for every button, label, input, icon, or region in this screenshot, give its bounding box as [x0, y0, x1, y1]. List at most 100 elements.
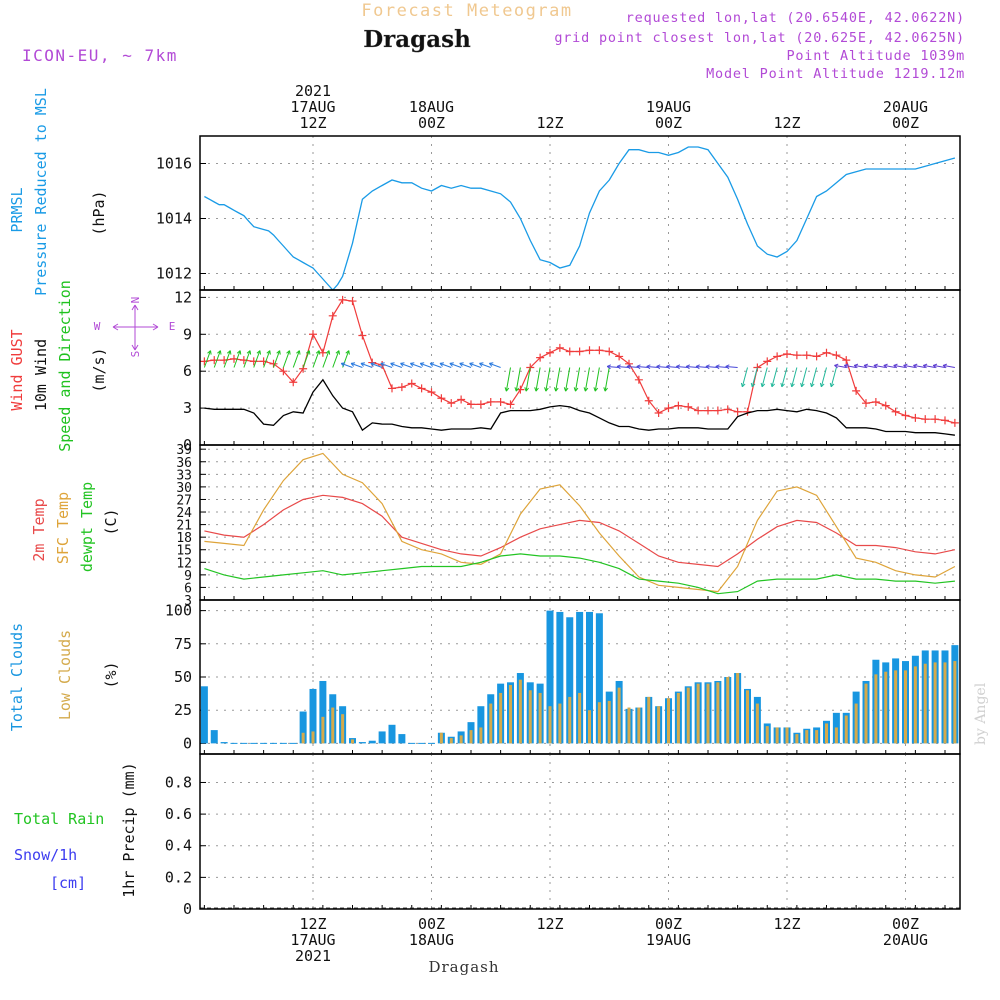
y-tick-label: 24 [176, 506, 192, 521]
bar-low-clouds [489, 703, 493, 744]
bar-total-clouds [309, 688, 317, 744]
bar-low-clouds [588, 710, 591, 744]
wind-arrow [223, 350, 231, 368]
wind-arrow [801, 367, 808, 387]
bar-low-clouds [459, 735, 463, 744]
bar-low-clouds [726, 677, 730, 744]
bar-low-clouds [439, 732, 443, 744]
wind-arrow [292, 350, 300, 368]
wind-arrow [459, 362, 472, 368]
bottom-axis-label: 17AUG [290, 931, 335, 949]
gust-marker [901, 411, 910, 420]
wind-arrow-head [439, 362, 445, 367]
gust-marker [763, 357, 772, 366]
bar-low-clouds [913, 666, 917, 744]
bar-low-clouds [943, 662, 947, 744]
bar-low-clouds [479, 727, 483, 744]
gust-marker [289, 378, 298, 387]
bar-low-clouds [341, 714, 345, 744]
wind-arrow-head [345, 350, 350, 355]
y-tick-label: 30 [176, 481, 192, 496]
wind-arrow [705, 365, 718, 368]
y-tick-label: 75 [174, 635, 192, 653]
compass-rose: N E S W [94, 297, 176, 358]
y-tick-label: 12 [174, 288, 192, 306]
wind-arrow [903, 364, 916, 368]
gust-marker [555, 343, 564, 352]
gust-marker [486, 397, 495, 406]
bar-total-clouds [200, 686, 208, 744]
bar-total-clouds [210, 730, 218, 744]
gust-marker [654, 409, 663, 418]
top-axis-label: 17AUG [290, 98, 335, 116]
wind-arrow-head [790, 382, 795, 388]
ylabel-2m-temp: 2m Temp [30, 498, 48, 561]
wind-arrow-head [449, 362, 454, 367]
wind-arrow-head [676, 364, 681, 370]
wind-arrow-head [305, 350, 311, 355]
gust-marker [427, 388, 436, 397]
bar-total-clouds [566, 617, 574, 744]
bottom-axis-label: 12Z [773, 915, 800, 933]
wind-arrow-head [800, 382, 805, 388]
model-label: ICON-EU, ~ 7km [22, 46, 178, 65]
gust-marker [832, 351, 841, 360]
ylabel-c: (C) [102, 508, 120, 535]
wind-arrow [604, 367, 610, 392]
wind-arrow-head [276, 350, 281, 355]
bar-low-clouds [825, 723, 828, 744]
closest-lonlat: grid point closest lon,lat (20.625E, 42.… [554, 30, 965, 46]
bar-low-clouds [568, 696, 572, 744]
wind-arrow-head [524, 387, 529, 392]
wind-arrow [243, 350, 251, 368]
gust-marker [467, 400, 475, 409]
bar-total-clouds [546, 610, 554, 744]
bar-low-clouds [785, 727, 789, 744]
bar-low-clouds [647, 696, 651, 744]
location-title: Dragash [363, 26, 471, 53]
panel-frame [199, 753, 961, 910]
wind-arrow [555, 367, 561, 392]
wind-arrow-head [256, 350, 262, 355]
wind-arrow [312, 350, 320, 368]
wind-arrow [863, 364, 876, 368]
gust-marker [812, 352, 821, 361]
bar-total-clouds [477, 706, 485, 744]
top-axis-label: 00Z [655, 114, 682, 132]
wind-arrow-head [390, 362, 395, 367]
wind-arrow [574, 367, 581, 392]
plot-area-temperature [204, 452, 956, 595]
wind-arrow-head [459, 362, 464, 367]
panel-wind: 0 3 6 9 12 [174, 288, 961, 454]
bar-low-clouds [538, 692, 542, 744]
wind-arrow-head [913, 363, 918, 369]
y-tick-label: 1012 [156, 265, 192, 283]
y-tick-label: 1016 [156, 155, 192, 173]
bottom-axis-label: 00Z [892, 915, 919, 933]
wind-arrow-head [400, 362, 405, 367]
ylabel-dewpt: dewpt Temp [78, 482, 96, 572]
wind-arrow [429, 362, 442, 368]
wind-arrow [715, 365, 728, 368]
bar-low-clouds [834, 727, 838, 744]
bar-low-clouds [894, 670, 898, 744]
wind-arrow-head [207, 350, 212, 355]
ylabel-low-clouds: Low Clouds [56, 630, 74, 720]
wind-arrow [725, 365, 738, 368]
legend-total-rain: Total Rain [14, 810, 104, 828]
wind-arrow-head [380, 362, 385, 367]
y-tick-label: 9 [184, 569, 192, 584]
wind-arrow [263, 350, 271, 368]
legend-snow-unit: [cm] [50, 874, 86, 892]
bar-low-clouds [696, 683, 700, 744]
series-line-sfc-temp [204, 452, 956, 593]
wind-arrow-head [583, 387, 589, 392]
bar-low-clouds [311, 731, 315, 744]
wind-arrow [883, 364, 896, 368]
y-tick-label: 3 [183, 399, 192, 417]
wind-arrow [656, 365, 669, 368]
gust-marker [388, 384, 396, 393]
wind-arrow [830, 367, 837, 387]
bar-total-clouds [378, 731, 386, 744]
wind-arrow [233, 350, 241, 368]
